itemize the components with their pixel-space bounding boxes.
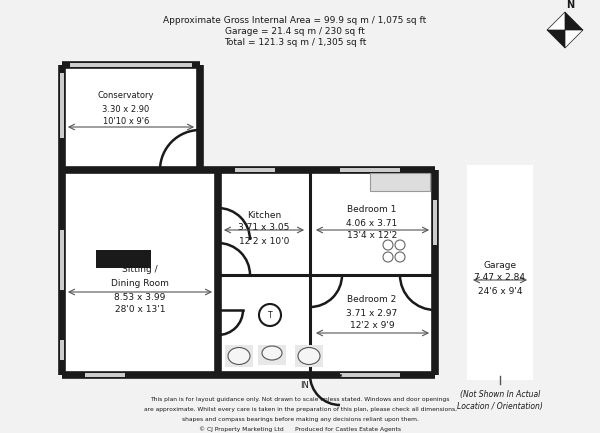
Text: Conservatory: Conservatory: [98, 90, 154, 100]
Bar: [235, 168, 275, 172]
Text: 3.71 x 3.05: 3.71 x 3.05: [238, 223, 290, 233]
Text: Bedroom 1: Bedroom 1: [347, 206, 397, 214]
Bar: [60, 73, 64, 138]
Bar: [295, 345, 323, 367]
Text: 4.06 x 3.71: 4.06 x 3.71: [346, 219, 398, 227]
Text: IN: IN: [301, 381, 310, 390]
Text: Bedroom 2: Bedroom 2: [347, 295, 397, 304]
Bar: [340, 168, 400, 172]
Text: 8.53 x 3.99: 8.53 x 3.99: [115, 293, 166, 301]
Circle shape: [259, 304, 281, 326]
Ellipse shape: [228, 348, 250, 365]
Text: 12'2 x 10'0: 12'2 x 10'0: [239, 236, 289, 246]
Bar: [340, 373, 400, 377]
Text: 3.71 x 2.97: 3.71 x 2.97: [346, 308, 398, 317]
Ellipse shape: [298, 348, 320, 365]
Text: 3.30 x 2.90: 3.30 x 2.90: [103, 104, 149, 113]
Text: 12'2 x 9'9: 12'2 x 9'9: [350, 321, 394, 330]
Text: 7.47 x 2.84: 7.47 x 2.84: [475, 274, 526, 282]
Text: (Not Shown In Actual: (Not Shown In Actual: [460, 391, 540, 400]
Polygon shape: [547, 12, 565, 30]
Bar: [258, 345, 286, 365]
Text: © CJ Property Marketing Ltd      Produced for Castles Estate Agents: © CJ Property Marketing Ltd Produced for…: [199, 426, 401, 432]
Bar: [60, 230, 64, 290]
Bar: [218, 275, 435, 375]
Text: Approximate Gross Internal Area = 99.9 sq m / 1,075 sq ft: Approximate Gross Internal Area = 99.9 s…: [163, 16, 427, 25]
Bar: [370, 173, 430, 191]
Text: Dining Room: Dining Room: [111, 278, 169, 288]
Text: Garage: Garage: [484, 261, 517, 269]
Text: N: N: [566, 0, 574, 10]
Polygon shape: [565, 12, 583, 30]
Text: 24'6 x 9'4: 24'6 x 9'4: [478, 287, 522, 295]
Polygon shape: [565, 30, 583, 48]
Text: 10'10 x 9'6: 10'10 x 9'6: [103, 116, 149, 126]
Text: 28'0 x 13'1: 28'0 x 13'1: [115, 306, 165, 314]
Bar: [370, 173, 430, 191]
Bar: [467, 165, 533, 380]
Bar: [62, 65, 200, 170]
Text: Location / Orientation): Location / Orientation): [457, 401, 543, 410]
Text: Total = 121.3 sq m / 1,305 sq ft: Total = 121.3 sq m / 1,305 sq ft: [224, 38, 366, 47]
Bar: [62, 170, 218, 375]
Text: are approximate. Whilst every care is taken in the preparation of this plan, ple: are approximate. Whilst every care is ta…: [143, 407, 457, 412]
Bar: [225, 345, 253, 367]
Text: This plan is for layout guidance only. Not drawn to scale unless stated. Windows: This plan is for layout guidance only. N…: [151, 397, 449, 402]
Bar: [433, 200, 437, 245]
Text: 13'4 x 12'2: 13'4 x 12'2: [347, 232, 397, 240]
Text: Sitting /: Sitting /: [122, 265, 158, 275]
Ellipse shape: [262, 346, 282, 360]
Text: T: T: [268, 310, 272, 320]
Bar: [218, 170, 435, 275]
Polygon shape: [547, 30, 565, 48]
Bar: [96, 250, 151, 268]
Text: Kitchen: Kitchen: [247, 210, 281, 220]
Text: Garage = 21.4 sq m / 230 sq ft: Garage = 21.4 sq m / 230 sq ft: [225, 27, 365, 36]
Bar: [60, 340, 64, 360]
Bar: [85, 373, 125, 377]
Text: shapes and compass bearings before making any decisions reliant upon them.: shapes and compass bearings before makin…: [182, 417, 418, 422]
Bar: [70, 63, 192, 67]
